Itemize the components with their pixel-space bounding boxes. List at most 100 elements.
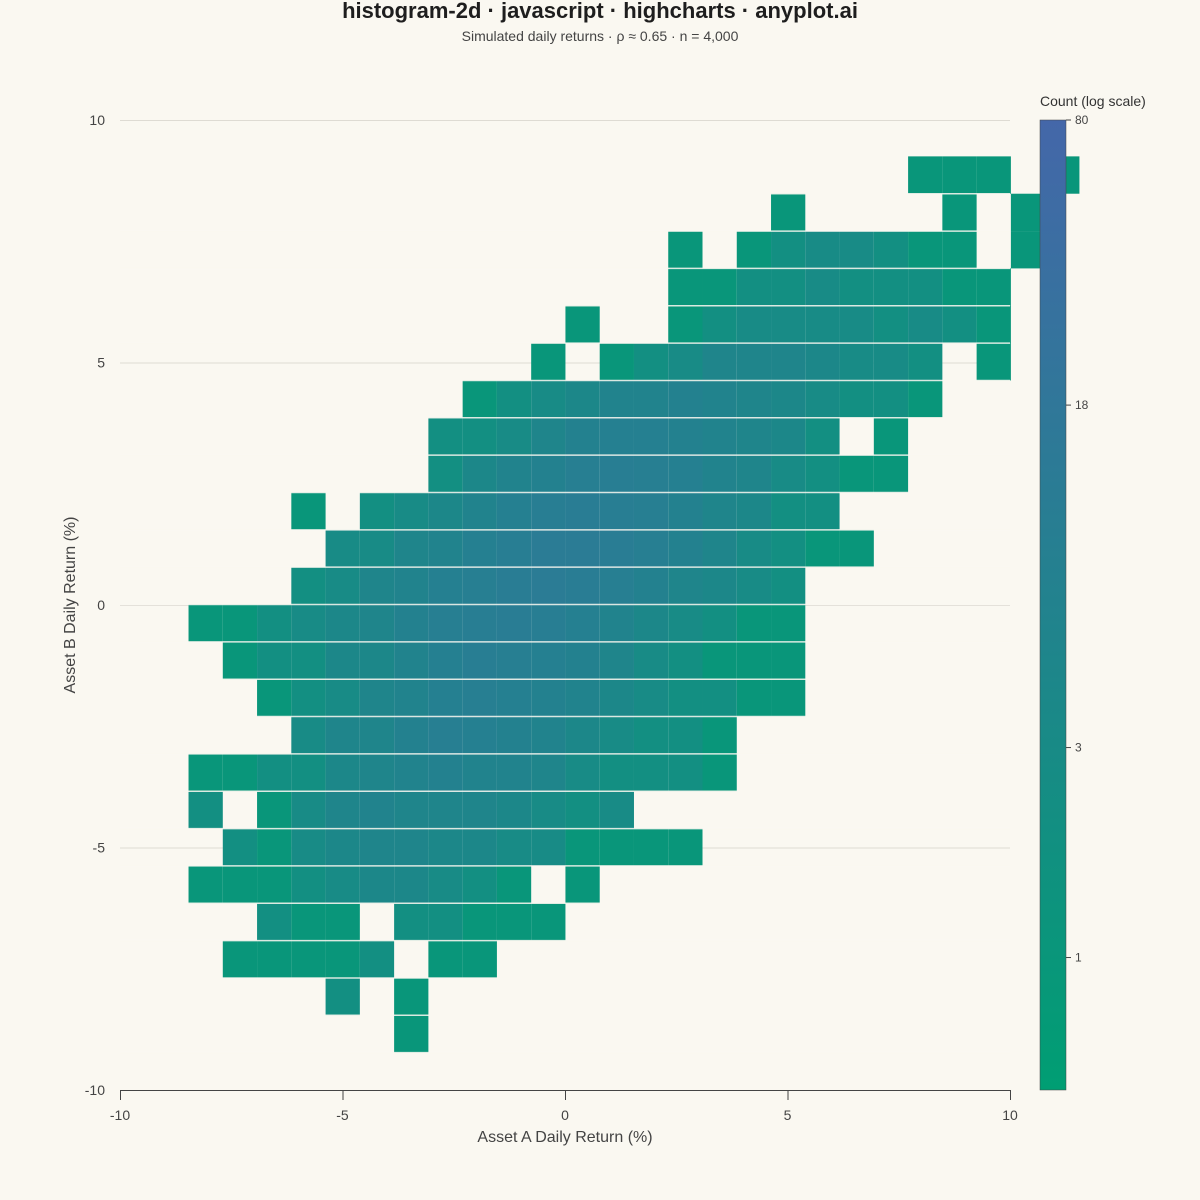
x-tick-label: 0 [561, 1107, 569, 1123]
heatmap-cell [496, 529, 532, 568]
heatmap-cell [462, 828, 497, 866]
heatmap-cell [736, 679, 772, 717]
heatmap-cell [599, 791, 634, 829]
heatmap-cell [736, 343, 772, 381]
heatmap-cell [359, 604, 395, 642]
colorbar-gradient [1039, 119, 1067, 1091]
heatmap-cell [908, 156, 943, 194]
heatmap-cell [565, 828, 600, 866]
heatmap-cell [325, 604, 360, 642]
heatmap-cell [633, 753, 669, 792]
heatmap-cell [325, 567, 360, 605]
heatmap-cell [668, 455, 703, 493]
heatmap-cell [291, 940, 326, 978]
y-axis-title: Asset B Daily Return (%) [62, 517, 79, 694]
heatmap-cell [805, 380, 840, 418]
heatmap-cell [805, 529, 840, 568]
heatmap-cell [908, 380, 943, 418]
heatmap-cell [839, 380, 874, 418]
heatmap-cell [325, 753, 360, 792]
heatmap-cell [771, 417, 806, 456]
heatmap-cell [565, 305, 600, 344]
heatmap-cell [325, 641, 360, 680]
heatmap-cell [428, 455, 463, 493]
heatmap-cell [771, 193, 806, 232]
x-axis-title: Asset A Daily Return (%) [477, 1129, 652, 1146]
heatmap-cell [771, 305, 806, 344]
colorbar-tick-label: 3 [1075, 741, 1082, 755]
heatmap-cell [462, 567, 497, 605]
heatmap-cell [462, 641, 497, 680]
x-tick-label: -5 [336, 1107, 349, 1123]
heatmap-cell [976, 268, 1011, 306]
heatmap-cell [428, 828, 463, 866]
heatmap-cell [462, 679, 497, 717]
y-axis-ticks: 10 5 0 -5 -10 [85, 112, 105, 1098]
heatmap-cell [805, 305, 840, 344]
heatmap-cell [565, 492, 600, 530]
heatmap-cell [805, 343, 840, 381]
heatmap-cell [394, 604, 429, 642]
heatmap-cell [908, 343, 943, 381]
heatmap-cell [976, 156, 1011, 194]
heatmap-cell [428, 417, 463, 456]
heatmap-cell [428, 791, 463, 829]
heatmap-cell [462, 865, 497, 904]
heatmap-cell [702, 268, 737, 306]
heatmap-cell [668, 417, 703, 456]
heatmap-cell [359, 865, 395, 904]
heatmap-cell [702, 305, 737, 344]
heatmap-cell [976, 305, 1011, 344]
heatmap-cell [805, 231, 840, 269]
heatmap-cell [873, 343, 909, 381]
heatmap-cell [599, 492, 634, 530]
heatmap-cell [942, 231, 977, 269]
y-tick-label: 0 [97, 597, 105, 613]
heatmap-cell [839, 455, 874, 493]
heatmap-cell [496, 380, 532, 418]
heatmap-cell [633, 641, 669, 680]
heatmap-cell [325, 716, 360, 754]
heatmap-cell [736, 231, 772, 269]
heatmap-cell [633, 343, 669, 381]
heatmap-cell [188, 791, 223, 829]
heatmap-cell [736, 455, 772, 493]
heatmap-cell [359, 679, 395, 717]
heatmap-cell [565, 380, 600, 418]
heatmap-cell [599, 604, 634, 642]
heatmap-cell [771, 268, 806, 306]
heatmap-cell [942, 305, 977, 344]
heatmap-cell [257, 604, 292, 642]
heatmap-cell [668, 604, 703, 642]
heatmap-cell [531, 380, 566, 418]
heatmap-cell [496, 865, 532, 904]
heatmap-cell [1010, 231, 1046, 269]
heatmap-cell [771, 380, 806, 418]
heatmap-cell [668, 529, 703, 568]
heatmap-cell [702, 455, 737, 493]
heatmap-cell [428, 679, 463, 717]
heatmap-cell [668, 828, 703, 866]
heatmap-cell [291, 567, 326, 605]
heatmap-cell [668, 305, 703, 344]
heatmap-cell [942, 156, 977, 194]
heatmap-cell [805, 455, 840, 493]
heatmap-cell [668, 380, 703, 418]
heatmap-cell [702, 529, 737, 568]
heatmap-cell [257, 791, 292, 829]
heatmap-cell [394, 977, 429, 1016]
heatmap-cell [496, 417, 532, 456]
heatmap-cell [325, 679, 360, 717]
heatmap-cell [325, 791, 360, 829]
heatmap-cell [222, 604, 258, 642]
heatmap-cell [222, 865, 258, 904]
heatmap-cell [291, 716, 326, 754]
heatmap-cell [736, 641, 772, 680]
heatmap-cell [462, 417, 497, 456]
heatmap-cell [462, 903, 497, 941]
heatmap-cell [668, 231, 703, 269]
heatmap-cell [531, 753, 566, 792]
heatmap-cell [531, 455, 566, 493]
heatmap-cell [428, 940, 463, 978]
